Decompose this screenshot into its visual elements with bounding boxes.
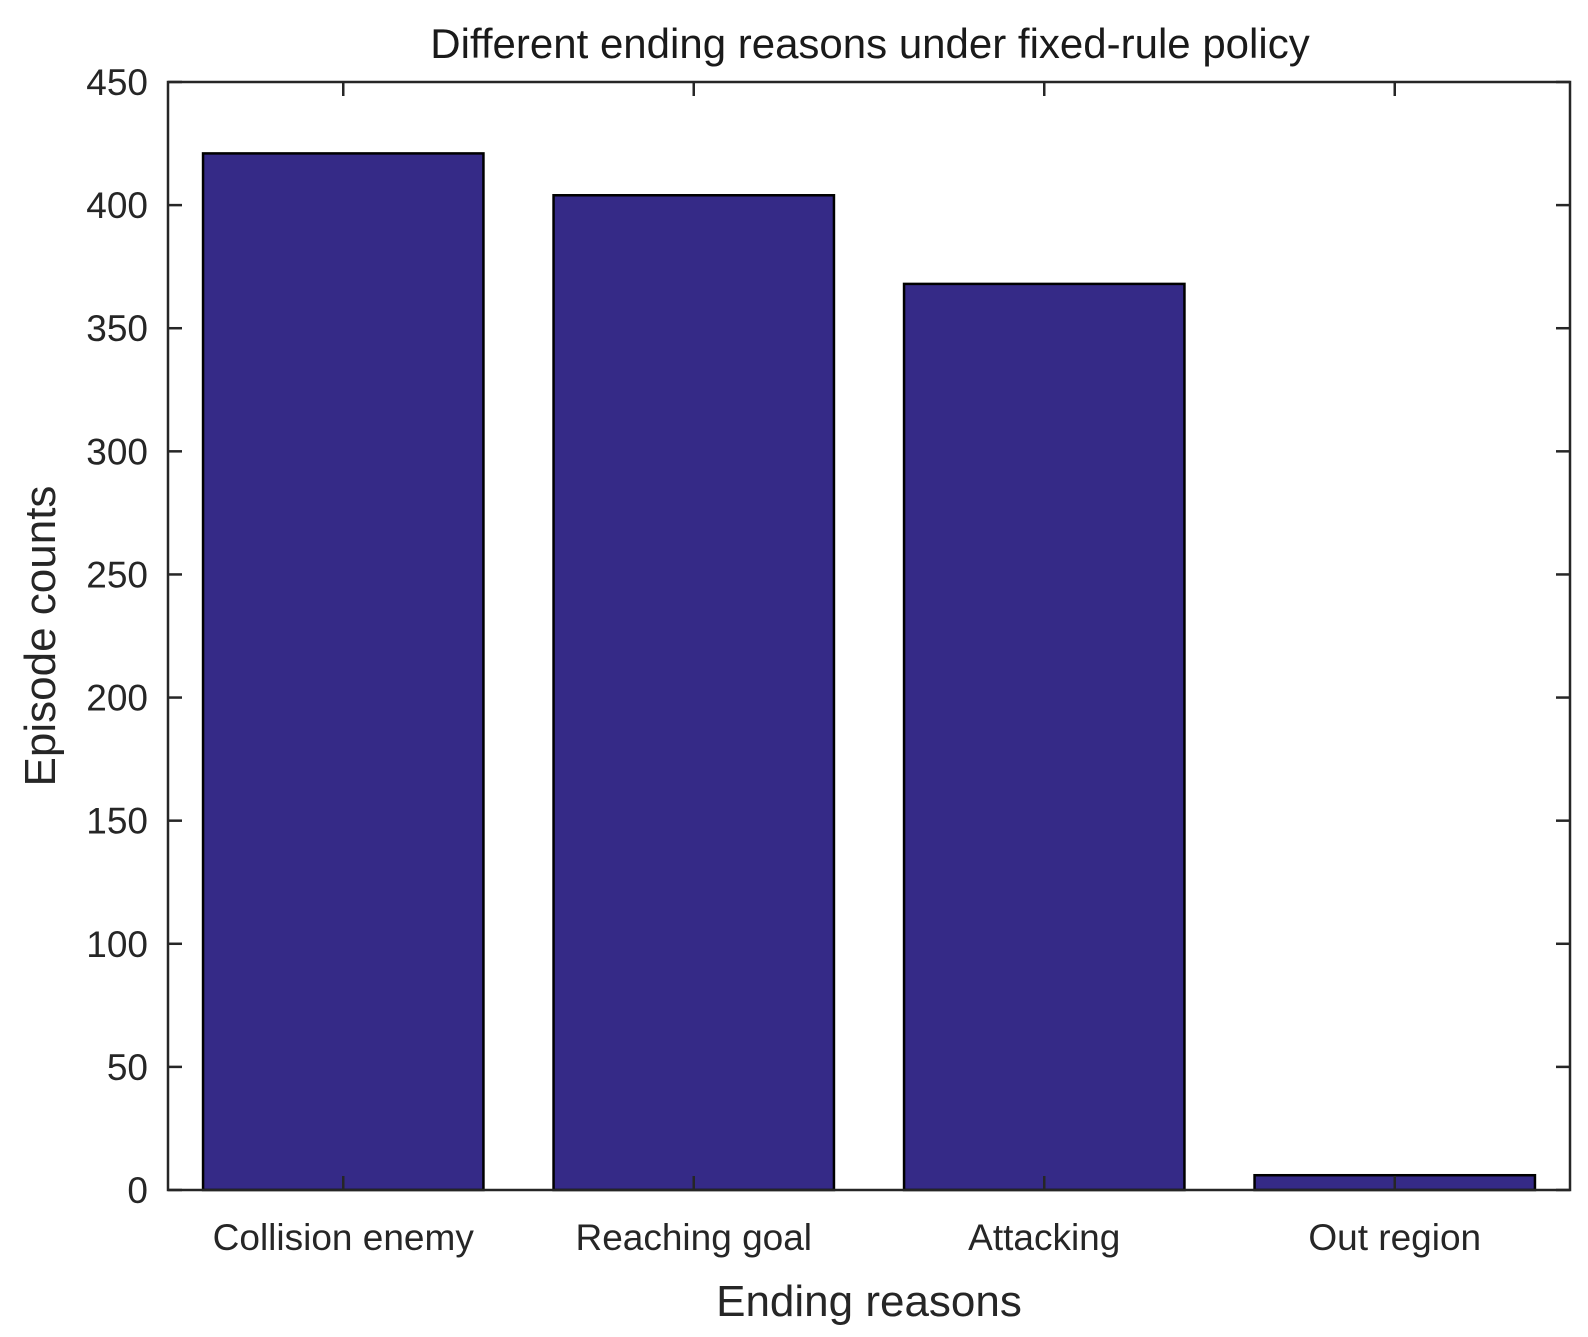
y-axis-label: Episode counts bbox=[16, 486, 65, 787]
y-tick-label: 50 bbox=[107, 1047, 148, 1088]
y-tick-label: 300 bbox=[86, 431, 148, 472]
y-tick-label: 450 bbox=[86, 62, 148, 103]
bar-attacking bbox=[902, 282, 1186, 1192]
y-tick-label: 350 bbox=[86, 308, 148, 349]
y-tick-label: 150 bbox=[86, 801, 148, 842]
bar-reaching-goal bbox=[552, 194, 836, 1192]
plot-frame bbox=[166, 80, 1572, 1192]
y-tick-label: 200 bbox=[86, 678, 148, 719]
y-tick-label: 400 bbox=[86, 185, 148, 226]
y-tick-label: 250 bbox=[86, 554, 148, 595]
x-tick-label: Reaching goal bbox=[575, 1217, 812, 1258]
chart-title: Different ending reasons under fixed-rul… bbox=[430, 20, 1309, 67]
x-axis-label: Ending reasons bbox=[716, 1277, 1022, 1326]
bar-collision-enemy bbox=[201, 152, 485, 1192]
axis-ticks: Collision enemy Reaching goal Attacking Out… bbox=[86, 62, 1570, 1258]
y-tick-label: 100 bbox=[86, 924, 148, 965]
x-tick-label: Collision enemy bbox=[213, 1217, 475, 1258]
y-tick-label: 0 bbox=[127, 1170, 148, 1211]
x-tick-label: Attacking bbox=[968, 1217, 1120, 1258]
x-tick-label: Out region bbox=[1308, 1217, 1481, 1258]
bars bbox=[201, 152, 1537, 1192]
